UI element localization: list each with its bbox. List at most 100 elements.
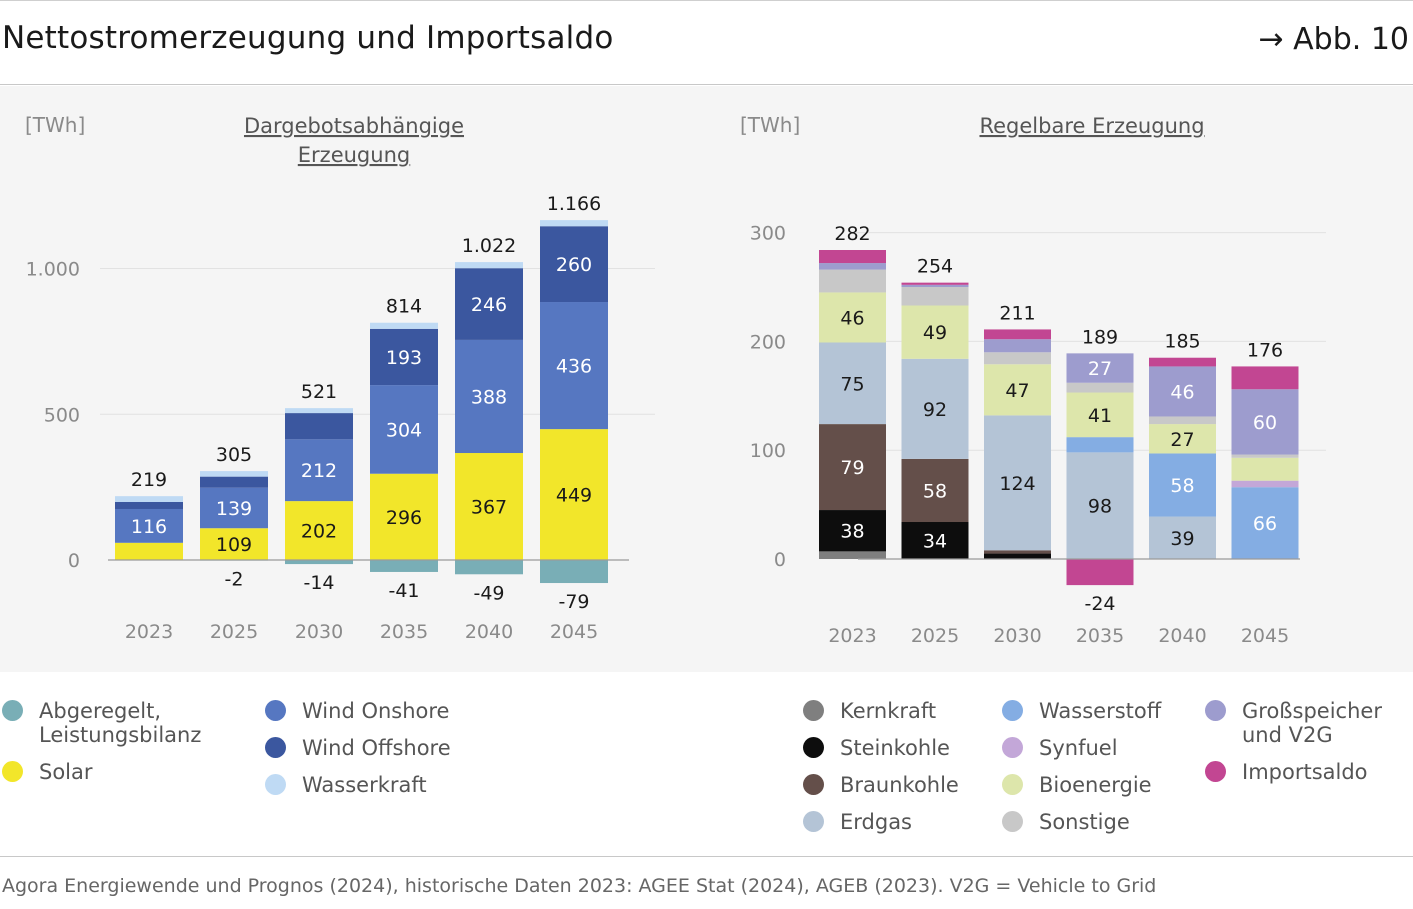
legend-item-importsaldo: Importsaldo [1205,760,1368,784]
bar-segment-wasserstoff [1066,437,1134,453]
bar-total-label: 211 [999,302,1035,324]
bar-segment-wasserstoff [1231,487,1299,559]
y-tick-label: 300 [750,223,786,245]
legend-label: Sonstige [1039,810,1130,834]
legend-label: Abgeregelt, Leistungsbilanz [39,699,202,747]
segment-value-label: 212 [301,460,337,482]
bar-segment-abgeregelt [285,560,353,565]
bar-segment-solar [115,542,183,560]
legend-swatch [803,737,824,758]
x-category-label: 2035 [380,621,428,643]
bar-negative-label: -79 [558,591,589,613]
legend-label: Braunkohle [840,773,959,797]
y-axis-unit-label: [TWh] [740,113,800,137]
bar-segment-solar [455,453,523,560]
bar-segment-abgeregelt [455,560,523,575]
legend-swatch [1205,761,1226,782]
segment-value-label: 139 [216,498,252,520]
legend-item-wind_offshore: Wind Offshore [265,736,451,760]
segment-value-label: 202 [301,521,337,543]
charts-canvas: [TWh] Dargebotsabhängige Erzeugung 0 500 1.0… [25,113,1326,647]
segment-value-label: 436 [556,356,592,378]
segment-value-label: 60 [1253,412,1277,434]
legend-swatch [2,700,23,721]
bar-total-label: 219 [131,469,167,491]
segment-value-label: 367 [471,497,507,519]
legend-swatch [1002,811,1023,832]
legend-item-bioenergie: Bioenergie [1002,773,1152,797]
x-category-label: 2025 [911,625,959,647]
bar-segment-bioenergie [1066,392,1134,438]
x-category-label: 2025 [210,621,258,643]
legend-label: Wind Offshore [302,736,451,760]
bar-total-label: 254 [917,256,953,278]
legend-item-braunkohle: Braunkohle [803,773,959,797]
segment-value-label: 58 [1170,475,1194,497]
legend-swatch [803,811,824,832]
bar-segment-wasserkraft [285,408,353,414]
segment-value-label: 296 [386,507,422,529]
legend-label: Wasserstoff [1039,699,1162,723]
x-category-label: 2030 [993,625,1041,647]
legend-item-steinkohle: Steinkohle [803,736,950,760]
y-tick-label: 0 [68,550,80,572]
legend-item-synfuel: Synfuel [1002,736,1118,760]
bar-segment-sonstige [1066,382,1134,393]
bar-segment-importsaldo [901,282,969,285]
bar-segment-wasserkraft [455,262,523,269]
bar-segment-steinkohle [819,510,886,552]
bar-segment-importsaldo [984,329,1051,340]
bar-segment-sonstige [1149,416,1216,425]
x-category-label: 2045 [550,621,598,643]
legend-swatch [1205,700,1226,721]
bar-segment-sonstige [984,352,1051,365]
bar-segment-erdgas [901,358,969,459]
bar-segment-wind_onshore [370,385,438,474]
x-category-label: 2023 [828,625,876,647]
segment-value-label: 46 [1170,381,1194,403]
legend-swatch [803,700,824,721]
x-category-label: 2030 [295,621,343,643]
y-tick-label: 500 [44,404,80,426]
legend-swatch [1002,774,1023,795]
x-category-label: 2045 [1241,625,1289,647]
top-rule [0,0,1413,1]
legend-item-sonstige: Sonstige [1002,810,1130,834]
bar-segment-wind_onshore [115,508,183,543]
bar-segment-synfuel [1231,480,1299,488]
segment-value-label: 39 [1170,528,1194,550]
bar-segment-importsaldo [1149,357,1216,367]
x-category-label: 2040 [1158,625,1206,647]
bar-segment-wind_onshore [285,439,353,502]
bar-segment-wind_offshore [370,328,438,386]
segment-value-label: 304 [386,419,422,441]
bar-segment-grossspeicher [1149,366,1216,417]
bar-negative-label: -2 [225,569,244,591]
segment-value-label: 46 [840,307,864,329]
legend-item-abgeregelt: Abgeregelt, Leistungsbilanz [2,699,201,747]
bar-segment-wind_offshore [285,413,353,440]
page-title: Nettostromerzeugung und Importsaldo [2,20,614,56]
bar-total-label: 305 [216,444,252,466]
bar-segment-wind_offshore [115,501,183,509]
bar-segment-erdgas [1149,516,1216,559]
legend-swatch [265,737,286,758]
bar-negative-label: -49 [473,582,504,604]
segment-value-label: 92 [923,399,947,421]
bar-segment-wasserkraft [540,220,608,227]
bar-total-label: 1.166 [547,193,601,215]
bar-segment-bioenergie [984,364,1051,416]
bar-segment-grossspeicher [901,284,969,287]
segment-value-label: 38 [840,521,864,543]
bar-segment-bioenergie [819,292,886,343]
y-tick-label: 100 [750,440,786,462]
bar-negative-label: -41 [388,580,419,602]
legend-item-wasserstoff: Wasserstoff [1002,699,1161,723]
chart-title-line: Regelbare Erzeugung [979,114,1204,138]
bar-segment-solar [370,473,438,560]
legend-label: Wind Onshore [302,699,450,723]
legend-label: Erdgas [840,810,913,834]
bar-segment-solar [285,501,353,560]
legend-swatch [1002,700,1023,721]
bar-segment-bioenergie [1231,457,1299,481]
